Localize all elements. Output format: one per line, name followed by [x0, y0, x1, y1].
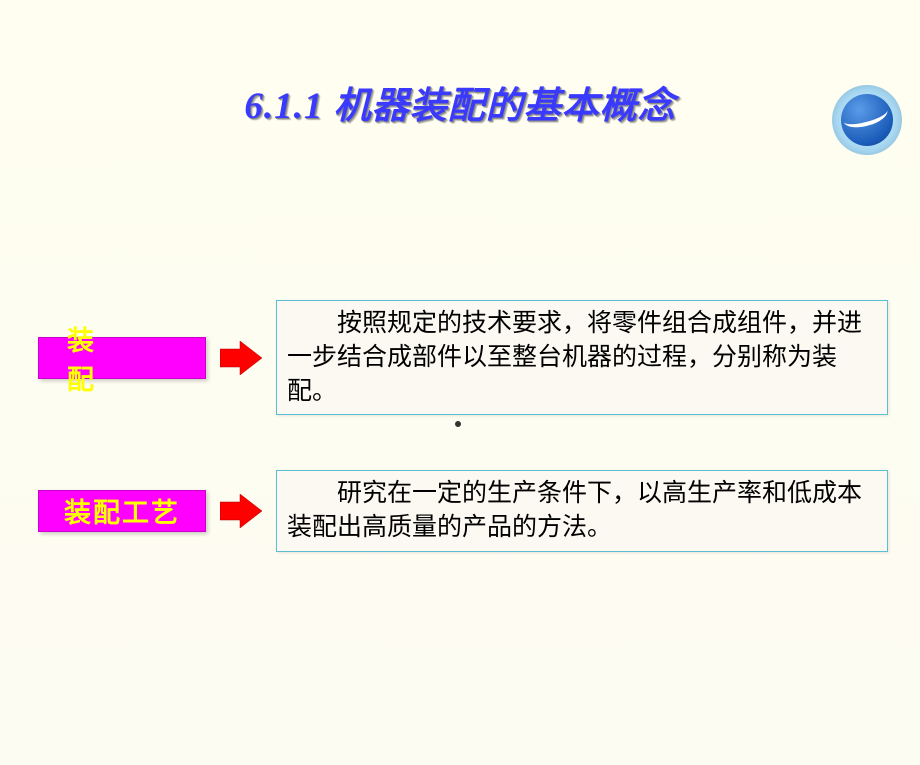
- logo-swoosh-icon: [841, 101, 890, 132]
- arrow-icon: [220, 341, 262, 375]
- term-box-assembly: 装 配: [38, 337, 206, 379]
- definition-box-assembly: 按照规定的技术要求，将零件组合成组件，并进一步结合成部件以至整台机器的过程，分别…: [276, 300, 888, 415]
- definition-box-process: 研究在一定的生产条件下，以高生产率和低成本装配出高质量的产品的方法。: [276, 470, 888, 552]
- concept-row-process: 装配工艺 研究在一定的生产条件下，以高生产率和低成本装配出高质量的产品的方法。: [38, 470, 888, 552]
- logo-outer-ring: [832, 85, 902, 155]
- term-box-process: 装配工艺: [38, 490, 206, 532]
- university-logo: [832, 85, 902, 155]
- arrow-icon: [220, 494, 262, 528]
- concept-row-assembly: 装 配 按照规定的技术要求，将零件组合成组件，并进一步结合成部件以至整台机器的过…: [38, 300, 888, 415]
- logo-inner-circle: [841, 94, 893, 146]
- bullet-dot: [455, 421, 461, 427]
- slide-title: 6.1.1 机器装配的基本概念: [0, 75, 920, 129]
